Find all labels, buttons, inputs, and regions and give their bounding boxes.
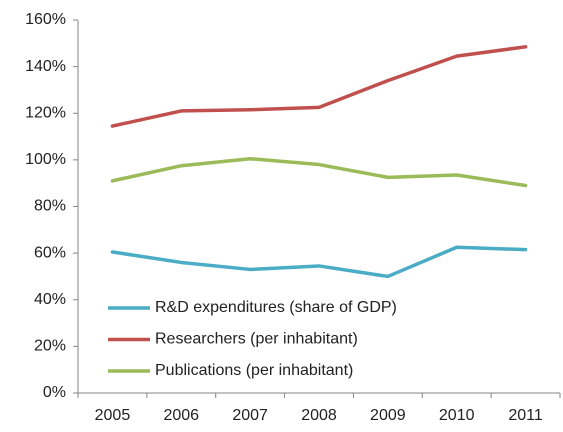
series-line bbox=[110, 245, 528, 279]
y-tick-label: 0% bbox=[43, 384, 66, 401]
y-tick-label: 80% bbox=[34, 198, 66, 215]
y-tick-label: 120% bbox=[25, 104, 66, 121]
x-tick-label: 2009 bbox=[370, 407, 406, 424]
legend-label: Researchers (per inhabitant) bbox=[155, 331, 358, 348]
series-line bbox=[110, 156, 528, 188]
y-tick-label: 160% bbox=[25, 11, 66, 28]
x-tick-label: 2006 bbox=[163, 407, 199, 424]
y-tick-label: 20% bbox=[34, 338, 66, 355]
x-tick-label: 2010 bbox=[439, 407, 475, 424]
y-tick-label: 100% bbox=[25, 151, 66, 168]
x-tick-label: 2008 bbox=[301, 407, 337, 424]
legend-label: Publications (per inhabitant) bbox=[155, 362, 353, 379]
y-tick-label: 40% bbox=[34, 291, 66, 308]
series-line bbox=[110, 45, 528, 128]
x-tick-label: 2007 bbox=[232, 407, 268, 424]
y-tick-label: 60% bbox=[34, 244, 66, 261]
y-tick-label: 140% bbox=[25, 58, 66, 75]
x-tick-label: 2005 bbox=[95, 407, 131, 424]
x-tick-label: 2011 bbox=[508, 407, 543, 424]
legend-label: R&D expenditures (share of GDP) bbox=[155, 299, 397, 316]
